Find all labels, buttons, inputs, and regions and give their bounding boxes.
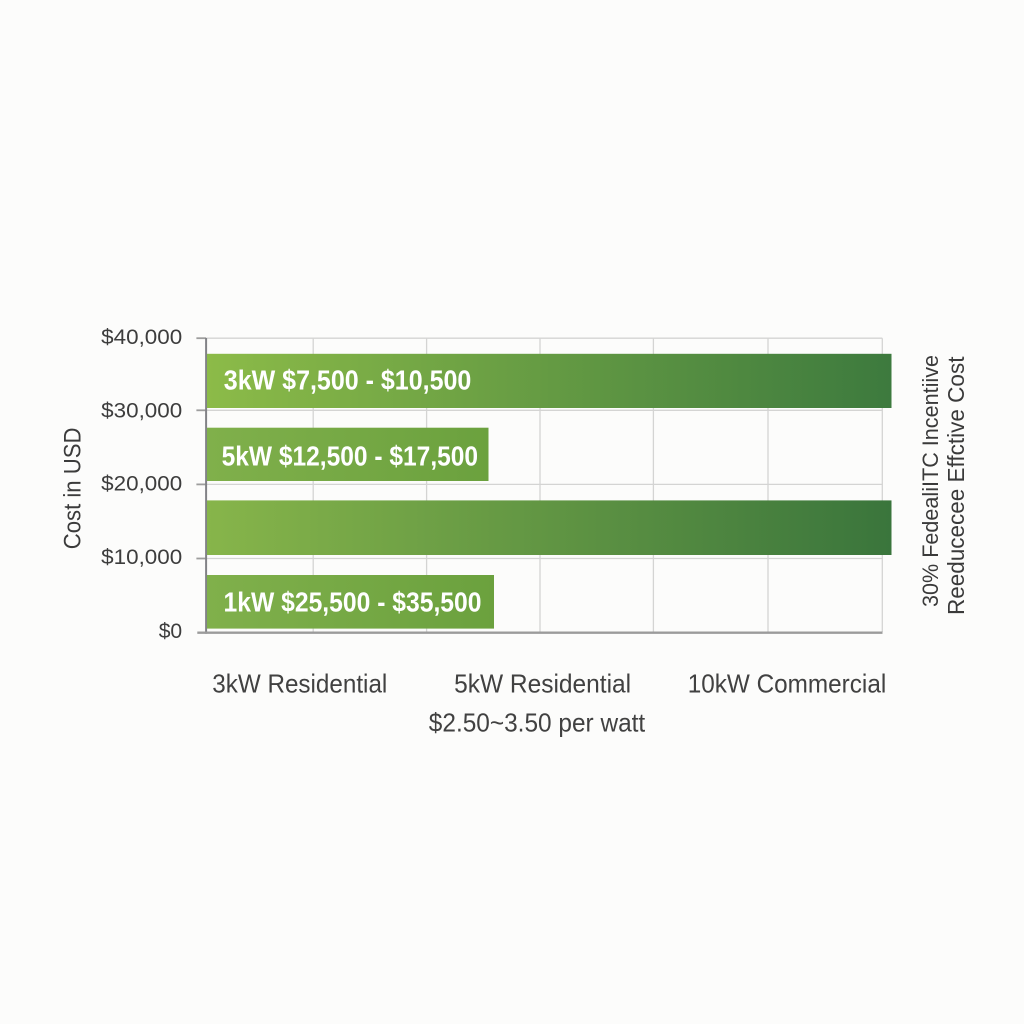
svg-text:3kW $7,500 - $10,500: 3kW $7,500 - $10,500 (224, 365, 471, 396)
svg-text:$40,000: $40,000 (101, 325, 182, 349)
svg-text:Reeducecee Effctive Cost: Reeducecee Effctive Cost (943, 356, 969, 615)
svg-text:5kW Residential: 5kW Residential (454, 669, 631, 699)
svg-text:10kW Commercial: 10kW Commercial (688, 669, 887, 699)
svg-text:Cost in USD: Cost in USD (59, 428, 86, 550)
svg-text:$30,000: $30,000 (101, 398, 182, 422)
svg-text:$0: $0 (159, 619, 183, 643)
svg-text:5kW $12,500 - $17,500: 5kW $12,500 - $17,500 (222, 440, 479, 471)
svg-text:$2.50~3.50 per watt: $2.50~3.50 per watt (429, 707, 646, 737)
svg-text:1kW $25,500 - $35,500: 1kW $25,500 - $35,500 (224, 586, 482, 617)
svg-text:$20,000: $20,000 (101, 472, 182, 496)
svg-text:30% FedealiITC Incentiive: 30% FedealiITC Incentiive (918, 355, 943, 607)
svg-text:$10,000: $10,000 (101, 545, 182, 569)
svg-text:3kW Residential: 3kW Residential (212, 669, 387, 699)
